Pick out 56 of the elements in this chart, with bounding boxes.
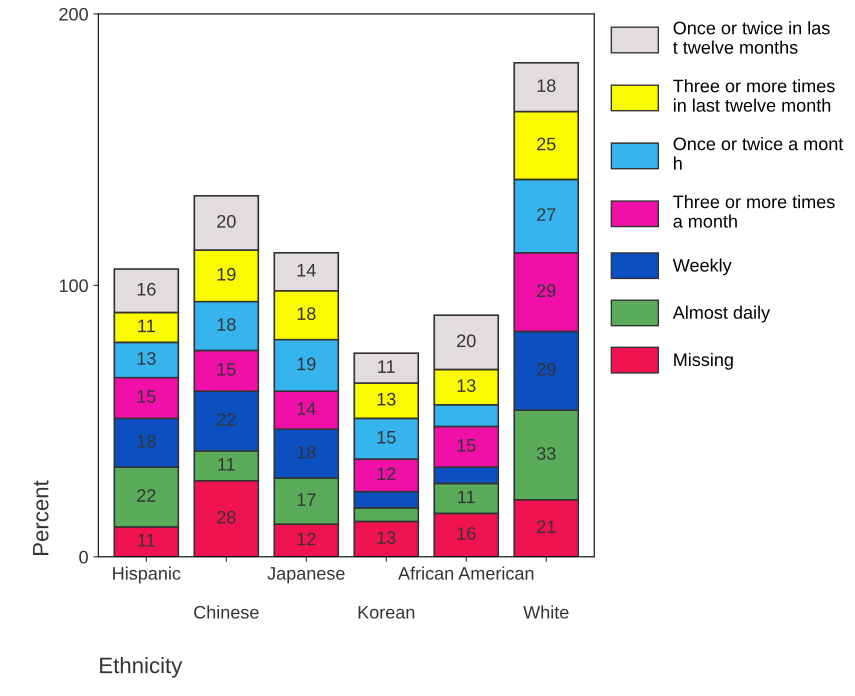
data-label: 33 xyxy=(536,447,556,460)
data-label: 13 xyxy=(378,392,396,406)
data-label: 15 xyxy=(378,430,396,444)
x-tick-label: Japanese xyxy=(267,567,345,584)
data-label: 16 xyxy=(138,282,156,296)
x-tick-label: Korean xyxy=(358,606,414,619)
data-label: 18 xyxy=(298,307,316,320)
legend-label: Once or twice in las t twelve months xyxy=(673,21,830,54)
data-label: 12 xyxy=(298,532,316,546)
data-label: 18 xyxy=(298,446,316,458)
data-label: 15 xyxy=(458,439,476,452)
data-label: 11 xyxy=(218,458,235,471)
data-label: 28 xyxy=(217,510,236,524)
legend-label: Almost daily xyxy=(672,306,770,322)
data-label: 29 xyxy=(537,362,556,376)
data-label: 15 xyxy=(218,363,236,376)
x-tick-label: Hispanic xyxy=(113,566,180,584)
x-axis-title: Ethnicity xyxy=(100,656,182,678)
data-label: 20 xyxy=(217,214,236,228)
data-label: 17 xyxy=(298,493,316,506)
legend-label: Once or twice a mont h xyxy=(674,137,844,170)
y-tick-label: 0 xyxy=(79,550,88,564)
data-label: 14 xyxy=(298,264,316,276)
data-label: 11 xyxy=(138,534,155,547)
y-tick-label: 100 xyxy=(60,279,88,292)
legend-label: Missing xyxy=(674,352,733,370)
data-label: 11 xyxy=(378,360,395,373)
data-label: 19 xyxy=(298,357,316,370)
data-label: 19 xyxy=(218,268,236,281)
data-label: 21 xyxy=(537,520,556,533)
data-label: 13 xyxy=(458,379,476,392)
data-label: 13 xyxy=(378,531,396,544)
data-label: 29 xyxy=(537,284,556,297)
data-label: 18 xyxy=(218,318,236,331)
data-label: 15 xyxy=(138,390,156,403)
data-label: 22 xyxy=(217,413,236,426)
data-label: 16 xyxy=(458,527,476,540)
data-label: 27 xyxy=(537,208,556,221)
data-label: 20 xyxy=(457,334,476,348)
legend-label: Three or more times in last twelve month xyxy=(673,79,835,112)
data-label: 18 xyxy=(138,434,156,448)
data-label: 11 xyxy=(458,490,475,504)
data-label: 12 xyxy=(378,467,396,480)
legend-label: Three or more times a month xyxy=(673,194,835,228)
data-label: 25 xyxy=(537,138,556,150)
legend-label: Weekly xyxy=(672,258,732,276)
data-label: 11 xyxy=(138,320,155,332)
x-tick-label: Chinese xyxy=(194,605,259,619)
x-tick-label: White xyxy=(523,605,569,619)
y-tick-label: 200 xyxy=(59,8,88,21)
data-label: 18 xyxy=(538,79,556,92)
y-axis-title: Percent xyxy=(33,480,49,555)
data-label: 22 xyxy=(137,489,156,502)
x-tick-label: African American xyxy=(398,566,534,580)
data-label: 13 xyxy=(138,352,156,365)
data-label: 14 xyxy=(298,402,316,415)
